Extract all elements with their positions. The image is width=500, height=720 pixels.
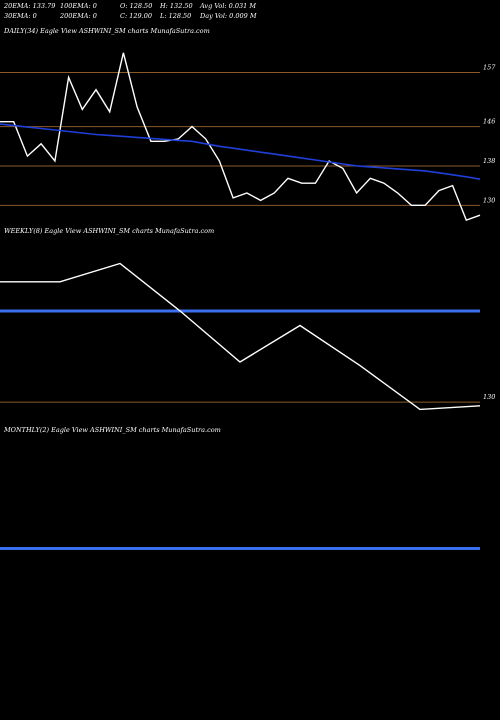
stat-low: L: 128.50 xyxy=(159,12,191,20)
y-tick-label-2: 138 xyxy=(483,157,495,165)
y-tick-label-3: 130 xyxy=(483,196,495,204)
stat-day-vol: Day Vol: 0.009 M xyxy=(199,12,257,20)
price-line xyxy=(0,52,481,221)
stats-header: 20EMA: 133.79 100EMA: 0 O: 128.50 H: 132… xyxy=(3,2,257,20)
daily-level-lines xyxy=(0,71,480,206)
stat-ema30: 30EMA: 0 xyxy=(4,12,37,20)
stat-open: O: 128.50 xyxy=(120,2,152,10)
weekly-series xyxy=(0,262,481,411)
weekly-panel-title: WEEKLY(8) Eagle View ASHWINI_SM charts M… xyxy=(4,227,214,235)
weekly-tick-labels: 130 xyxy=(483,393,495,401)
price-line xyxy=(0,262,481,411)
monthly-panel-title: MONTHLY(2) Eagle View ASHWINI_SM charts … xyxy=(3,426,221,434)
y-tick-label-1: 146 xyxy=(483,118,495,126)
daily-series xyxy=(0,52,481,221)
daily-tick-labels: 157 146 138 130 xyxy=(483,63,496,204)
stat-high: H: 132.50 xyxy=(159,2,193,10)
stat-avg-vol: Avg Vol: 0.031 M xyxy=(199,2,256,10)
y-tick-label-0: 130 xyxy=(483,393,495,401)
y-tick-label-0: 157 xyxy=(483,63,496,71)
stat-ema200: 200EMA: 0 xyxy=(59,12,97,20)
stat-close: C: 129.00 xyxy=(120,12,152,20)
stat-ema100: 100EMA: 0 xyxy=(60,2,97,10)
daily-panel-title: DAILY(34) Eagle View ASHWINI_SM charts M… xyxy=(3,27,210,35)
stat-ema20: 20EMA: 133.79 xyxy=(3,2,55,10)
ema-line xyxy=(0,123,481,180)
